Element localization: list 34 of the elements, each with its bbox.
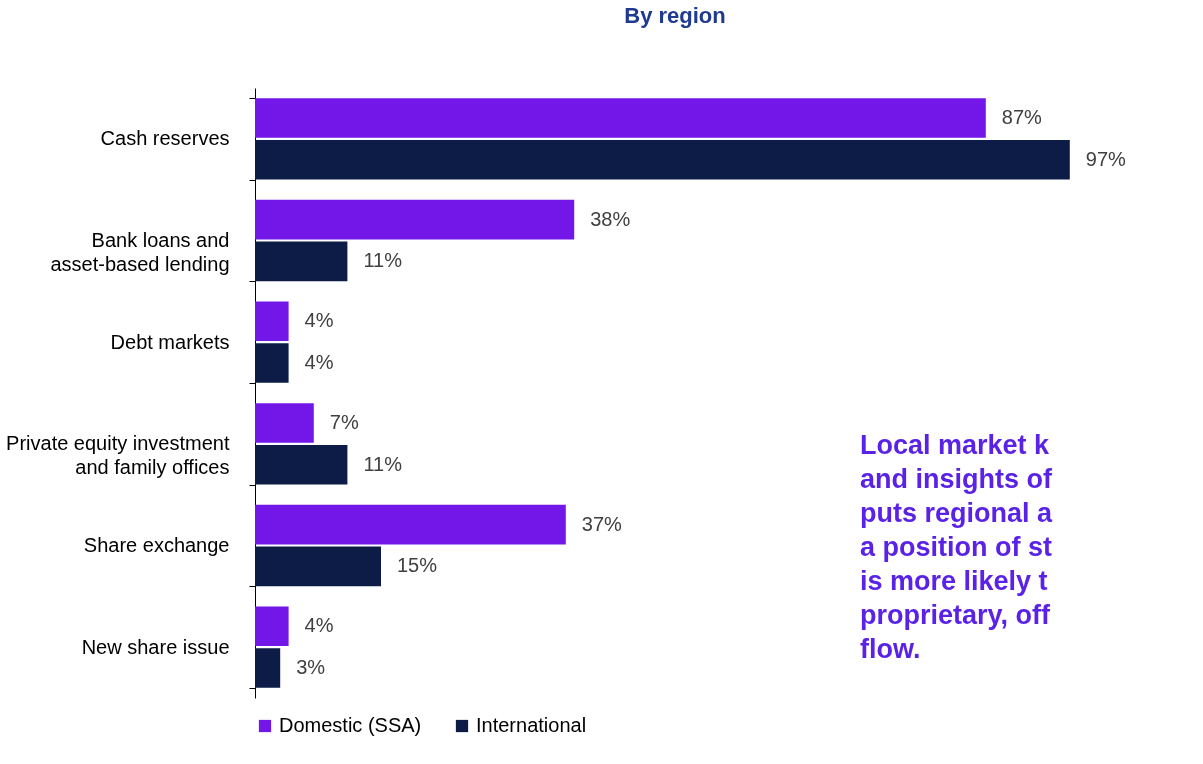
data-label: 4% (304, 309, 334, 332)
data-label: 87% (1001, 105, 1043, 128)
legend-label: International (476, 714, 587, 736)
data-label: 37% (581, 512, 623, 535)
data-label: 4% (304, 351, 334, 374)
data-label: 15% (397, 554, 438, 577)
y-tick-label: Debt markets (110, 330, 230, 353)
data-label: 11% (363, 452, 403, 475)
bar (255, 199, 575, 240)
data-label: 11% (363, 249, 403, 272)
bar (255, 343, 289, 383)
bar (255, 139, 1070, 180)
bar (255, 241, 348, 282)
data-label: 4% (304, 614, 334, 637)
bar (255, 606, 289, 647)
bar (255, 444, 348, 485)
data-label: 38% (590, 207, 631, 230)
y-tick-label: Bank loans and asset-based lending (50, 229, 230, 275)
y-tick-label: Cash reserves (100, 127, 230, 150)
bar (255, 546, 381, 587)
bar (255, 403, 314, 443)
bar (255, 301, 289, 342)
annotation: Local market k and insights of puts regional a a position of st is more likely t proprietary, off flow. (860, 430, 1054, 664)
data-label: 97% (1085, 147, 1127, 170)
bar (255, 504, 566, 545)
y-tick-label: Private equity investment and family offices (6, 432, 230, 479)
bar (255, 98, 986, 138)
bar (255, 648, 281, 688)
legend-label: Domestic (SSA) (279, 714, 422, 736)
y-tick-label: Share exchange (83, 534, 230, 556)
data-label: 3% (296, 656, 326, 679)
chart-title: By region (624, 3, 726, 28)
data-label: 7% (329, 410, 359, 433)
y-tick-label: New share issue (81, 635, 230, 658)
